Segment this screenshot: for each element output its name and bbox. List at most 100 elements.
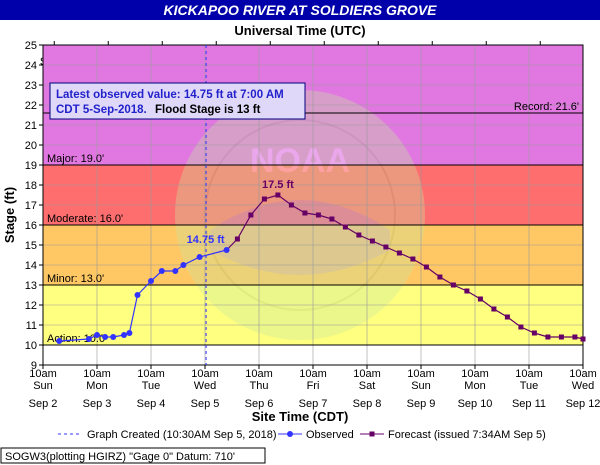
forecast-point <box>342 224 348 230</box>
forecast-point <box>288 202 294 208</box>
forecast-point <box>558 334 564 340</box>
observed-point <box>172 268 179 274</box>
y-tick-label: 17 <box>25 200 37 212</box>
legend: Graph Created (10:30AM Sep 5, 2018) Obse… <box>58 429 546 441</box>
bottom-tick-date: Sep 2 <box>29 398 58 410</box>
threshold-label: Moderate: 16.0' <box>47 213 123 225</box>
y-tick-label: 19 <box>25 160 37 172</box>
bottom-tick-time: 10am <box>83 368 111 380</box>
grid-lines <box>43 45 583 365</box>
bottom-tick-time: 10am <box>29 368 57 380</box>
observed-point <box>56 338 63 344</box>
forecast-point <box>315 212 321 218</box>
noaa-seal-circle <box>175 90 425 340</box>
y-tick-label: 25 <box>25 40 37 52</box>
noaa-logo-text: NOAA <box>250 142 350 180</box>
observed-point <box>134 292 141 298</box>
forecast-point <box>396 250 402 256</box>
legend-graph-created: Graph Created (10:30AM Sep 5, 2018) <box>87 429 277 441</box>
y-tick-label: 15 <box>25 240 37 252</box>
info-box-line1: Latest observed value: 14.75 ft at 7:00 … <box>56 89 284 101</box>
observed-point <box>223 247 230 253</box>
y-tick-label: 20 <box>25 140 37 152</box>
annotation-label: 14.75 ft <box>187 234 225 246</box>
top-axis-label: Universal Time (UTC) <box>234 23 365 38</box>
bottom-tick-time: 10am <box>515 368 543 380</box>
forecast-point <box>464 288 470 294</box>
y-axis-ticks: 9 10 11 12 13 14 15 16 17 18 19 20 21 22 23 24 25 <box>25 40 43 372</box>
annotation-label: 17.5 ft <box>262 179 294 191</box>
legend-forecast: Forecast (issued 7:34AM Sep 5) <box>388 429 546 441</box>
bottom-tick-date: Sep 6 <box>245 398 274 410</box>
observed-point <box>148 278 154 284</box>
bottom-tick-date: Sep 9 <box>407 398 436 410</box>
observed-point <box>102 334 109 340</box>
forecast-point <box>410 256 416 262</box>
forecast-point <box>572 334 578 340</box>
y-tick-label: 10 <box>25 340 37 352</box>
bottom-tick-day: Thu <box>250 380 269 392</box>
bottom-tick-date: Sep 12 <box>566 398 600 410</box>
bottom-tick-date: Sep 10 <box>458 398 493 410</box>
forecast-point <box>248 212 254 218</box>
info-box-line2b: Flood Stage is 13 ft <box>155 104 261 116</box>
y-tick-label: 21 <box>25 120 37 132</box>
y-tick-label: 11 <box>26 320 37 332</box>
x-axis-label: Site Time (CDT) <box>252 409 349 424</box>
forecast-point <box>275 192 281 198</box>
threshold-label: Action: 10.0' <box>47 333 107 345</box>
bottom-tick-time: 10am <box>245 368 273 380</box>
bottom-tick-day: Sun <box>33 380 53 392</box>
footer-text: SOGW3(plotting HGIRZ) "Gage 0" Datum: 71… <box>5 451 235 463</box>
forecast-point <box>383 244 389 250</box>
point-annotations: 14.75 ft 17.5 ft <box>187 179 294 246</box>
bottom-tick-time: 10am <box>461 368 489 380</box>
forecast-point <box>437 274 443 280</box>
y-tick-label: 24 <box>25 60 37 72</box>
forecast-point <box>491 306 497 312</box>
noaa-seal-wave <box>210 200 390 275</box>
bottom-tick-date: Sep 5 <box>191 398 220 410</box>
y-tick-label: 23 <box>25 80 37 92</box>
observed-point <box>110 334 117 340</box>
forecast-point <box>423 264 429 270</box>
threshold-labels: Action: 10.0' Minor: 13.0' Moderate: 16.0'… <box>47 101 579 345</box>
bottom-tick-time: 10am <box>407 368 435 380</box>
y-tick-label: 22 <box>25 100 37 112</box>
y-tick-label: 9 <box>31 360 37 372</box>
bottom-tick-time: 10am <box>191 368 219 380</box>
observed-series <box>56 247 230 344</box>
forecast-point <box>504 314 510 320</box>
bottom-tick-day: Tue <box>142 380 161 392</box>
bottom-tick-time: 10am <box>299 368 327 380</box>
info-box-line2a: CDT 5-Sep-2018. <box>56 104 147 116</box>
forecast-point <box>356 232 362 238</box>
forecast-point <box>369 238 375 244</box>
forecast-point <box>450 282 456 288</box>
forecast-point <box>329 216 335 222</box>
observed-point <box>158 268 165 274</box>
y-tick-label: 12 <box>25 300 37 312</box>
observed-point <box>196 254 203 260</box>
bottom-tick-day: Sun <box>411 380 431 392</box>
bottom-tick-time: 10am <box>569 368 597 380</box>
forecast-series <box>226 192 586 342</box>
bottom-tick-date: Sep 7 <box>299 398 328 410</box>
observed-point <box>180 262 187 268</box>
y-tick-label: 13 <box>25 280 37 292</box>
y-tick-label: 16 <box>25 220 37 232</box>
forecast-line <box>226 194 584 340</box>
bottom-tick-day: Mon <box>464 380 485 392</box>
noaa-watermark: NOAA <box>175 90 425 340</box>
bottom-tick-day: Sat <box>359 380 376 392</box>
bottom-tick-day: Wed <box>572 380 594 392</box>
forecast-point <box>234 236 240 242</box>
chart-title: KICKAPOO RIVER AT SOLDIERS GROVE <box>163 2 437 18</box>
bottom-tick-date: Sep 3 <box>83 398 112 410</box>
y-tick-label: 18 <box>25 180 37 192</box>
y-tick-label: 14 <box>25 260 37 272</box>
bottom-tick-day: Fri <box>307 380 320 392</box>
footer-box <box>0 447 266 464</box>
bottom-tick-date: Sep 4 <box>137 398 166 410</box>
